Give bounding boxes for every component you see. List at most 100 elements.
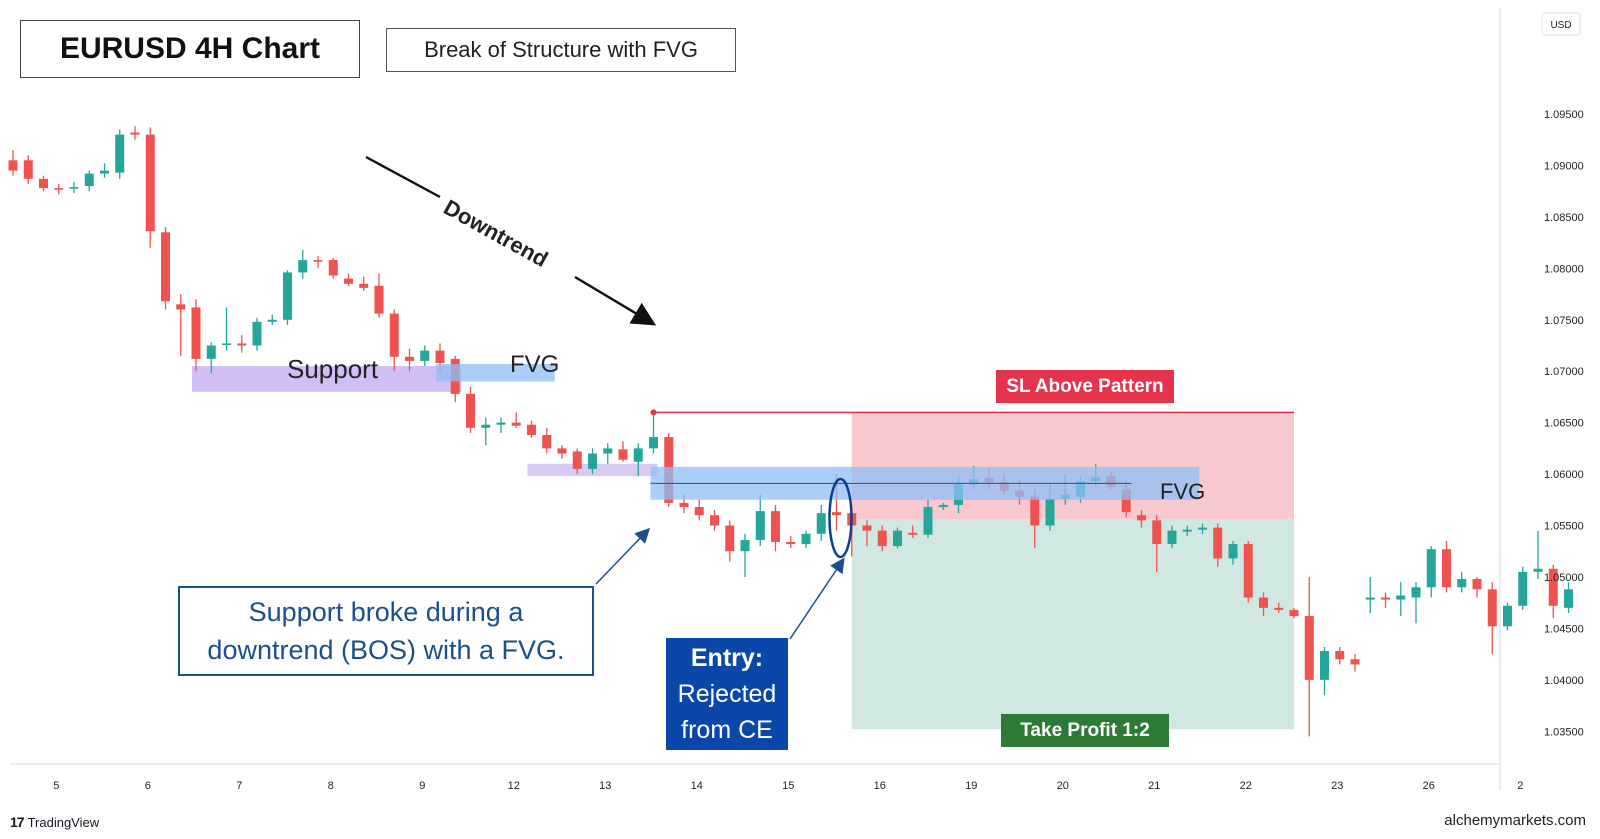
y-tick-label: 1.06000: [1544, 469, 1584, 481]
candle-body: [1289, 609, 1299, 617]
y-tick-label: 1.07000: [1544, 366, 1584, 378]
currency-box: [1541, 12, 1581, 36]
y-tick-label: 1.06500: [1544, 418, 1584, 430]
candle-body: [145, 134, 155, 232]
candle-body: [1274, 607, 1284, 610]
candle-body: [252, 321, 262, 346]
candle-body: [1137, 515, 1146, 521]
candle-body: [908, 532, 918, 535]
candle-body: [313, 260, 323, 262]
candle-body: [344, 278, 353, 284]
candle-body: [420, 350, 430, 361]
candle-body: [694, 507, 704, 516]
tradingview-name: TradingView: [27, 814, 100, 830]
candle-body: [1030, 496, 1040, 526]
candle-body: [359, 283, 369, 288]
x-tick-label: 2: [1517, 780, 1523, 792]
candle-body: [496, 422, 506, 425]
candle-body: [588, 453, 597, 469]
candle-body: [1335, 651, 1345, 660]
x-tick-label: 7: [236, 780, 242, 792]
chart-subtitle: Break of Structure with FVG: [386, 28, 736, 72]
candle-body: [725, 525, 735, 552]
candle-body: [679, 502, 689, 508]
candle-body: [466, 393, 475, 428]
candle-body: [557, 448, 567, 454]
chart-title: EURUSD 4H Chart: [20, 20, 360, 78]
candle-body: [206, 345, 216, 359]
candle-body: [130, 132, 140, 135]
source-credit: alchemymarkets.com: [1444, 812, 1586, 829]
candle-body: [237, 343, 247, 346]
sl-marker: [650, 409, 657, 416]
candle-body: [572, 451, 582, 469]
y-tick-label: 1.04000: [1544, 675, 1584, 687]
candle-body: [786, 541, 796, 545]
tradingview-logo-icon: 17: [10, 814, 25, 830]
fvg-label-backdrop: [1131, 466, 1200, 500]
candle-body: [755, 511, 765, 540]
candle-body: [267, 319, 277, 322]
candle-body: [328, 260, 338, 276]
candle-body: [1503, 605, 1512, 627]
x-tick-label: 13: [599, 780, 611, 792]
y-tick-label: 1.07500: [1544, 315, 1584, 327]
currency-label: USD: [1550, 20, 1571, 31]
x-tick-label: 9: [419, 780, 425, 792]
candle-body: [283, 272, 292, 320]
candle-body: [1472, 579, 1482, 590]
candle-body: [511, 422, 521, 426]
tp-label: Take Profit 1:2: [1001, 714, 1169, 747]
candle-body: [649, 437, 658, 449]
candle-body: [1167, 530, 1177, 545]
x-tick-label: 23: [1331, 780, 1343, 792]
x-tick-label: 19: [965, 780, 977, 792]
candle-body: [1396, 595, 1406, 600]
candle-body: [740, 539, 750, 552]
sl-zone: [851, 412, 1294, 520]
candle-body: [801, 533, 811, 545]
candle-body: [1564, 589, 1573, 608]
candle-body: [222, 343, 231, 346]
candle-body: [771, 511, 780, 542]
candle-body: [1228, 544, 1238, 559]
y-tick-label: 1.09500: [1544, 109, 1584, 121]
candle-body: [1182, 529, 1192, 532]
candle-body: [710, 515, 719, 526]
candle-body: [1533, 568, 1543, 572]
tradingview-brand[interactable]: 17 TradingView: [10, 814, 99, 830]
x-tick-label: 16: [874, 780, 886, 792]
entry-ellipse: [828, 477, 853, 559]
candle-body: [1213, 527, 1223, 559]
candle-body: [191, 307, 201, 359]
candle-body: [1320, 651, 1329, 680]
y-tick-label: 1.08500: [1544, 212, 1584, 224]
entry-line-1: Rejected: [677, 680, 777, 708]
y-tick-label: 1.05000: [1544, 572, 1584, 584]
candle-body: [161, 232, 170, 302]
y-tick-label: 1.05500: [1544, 521, 1584, 533]
candle-body: [877, 530, 887, 547]
candle-body: [389, 313, 399, 357]
bos-pointer: [595, 527, 651, 585]
x-tick-label: 12: [508, 780, 520, 792]
candle-body: [23, 160, 33, 179]
entry-pointer: [789, 557, 845, 640]
x-tick-label: 26: [1423, 780, 1435, 792]
fvg-label-main: FVG: [1160, 479, 1205, 504]
downtrend-label: Downtrend: [440, 195, 553, 273]
candle-body: [832, 512, 841, 516]
entry-note: Entry: Rejected from CE: [666, 638, 788, 750]
candle-body: [1259, 597, 1268, 608]
candle-body: [1457, 579, 1467, 588]
candle-body: [481, 424, 491, 428]
candle-body: [1350, 659, 1360, 665]
downtrend-arrow-tail: [365, 155, 441, 199]
candle-body: [1198, 527, 1207, 530]
bos-note: Support broke during a downtrend (BOS) w…: [178, 586, 594, 676]
candle-body: [1426, 549, 1436, 588]
support-label: Support: [287, 354, 379, 384]
x-tick-label: 20: [1057, 780, 1069, 792]
candle-body: [542, 434, 552, 449]
